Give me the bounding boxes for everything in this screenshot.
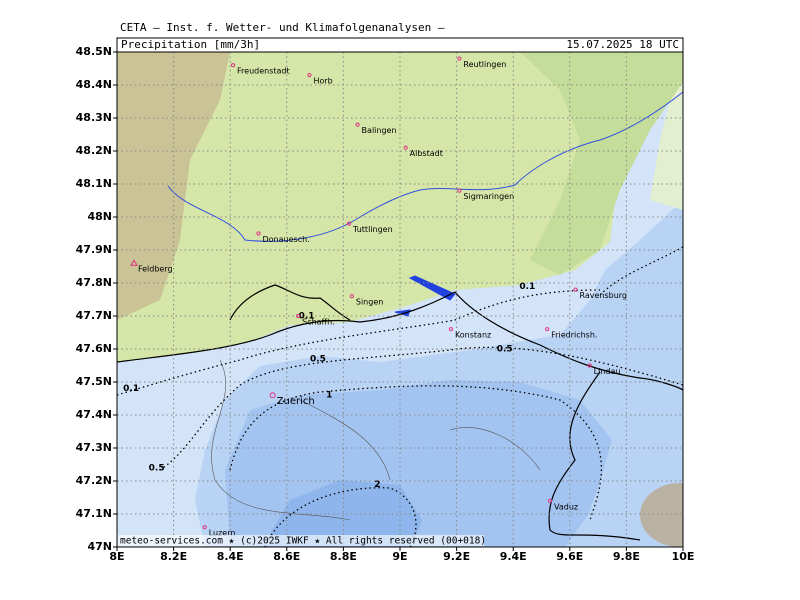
city-label: Lindau [594,367,621,376]
border [117,291,683,391]
city-label: Sigmaringen [463,192,514,201]
contour-line [117,246,683,547]
city-label: Singen [356,298,383,307]
city-marker [269,392,276,399]
x-tick-label: 8.6E [273,550,300,563]
footer-bg [118,535,484,546]
y-tick-label: 47.1N [76,507,112,520]
contour-label: 2 [374,480,380,490]
map-area [117,52,683,547]
y-tick-label: 48.5N [76,45,112,58]
city-marker [307,73,312,78]
footer: meteo-services.com ★ (c)2025 IWKF ★ All … [120,536,486,547]
city-marker [457,56,462,61]
city-marker [403,145,408,150]
city-label: Feldberg [138,265,173,274]
city-marker [355,122,360,127]
y-tick-label: 48.3N [76,111,112,124]
city-label: Horb [313,77,332,86]
city-marker [587,363,592,368]
contour-label: 0.5 [149,463,165,473]
city-marker [545,327,550,332]
contour-label: 0.5 [310,354,326,364]
city-label: Schaffh. [302,318,335,327]
y-tick-label: 47.4N [76,408,112,421]
y-tick-label: 47.6N [76,342,112,355]
x-tick-label: 9E [392,550,407,563]
contour-label: 0.1 [519,282,535,292]
city-marker [573,287,578,292]
city-label: Balingen [362,126,397,135]
y-tick-label: 47.2N [76,474,112,487]
city-marker [230,63,236,68]
city-label: Donauesch. [263,235,310,244]
city-marker [256,231,261,236]
x-tick-label: 8.4E [217,550,244,563]
x-tick-label: 9.2E [443,550,470,563]
y-tick-label: 47.8N [76,276,112,289]
x-tick-label: 9.8E [613,550,640,563]
x-tick-label: 9.6E [556,550,583,563]
map-title: Precipitation [mm/3h] [121,38,260,51]
x-tick-label: 8E [109,550,124,563]
contour-label: 0.5 [497,345,513,355]
terrain [117,52,230,320]
city-marker [457,188,462,193]
city-marker [346,221,352,226]
city-marker [296,313,301,319]
x-tick-label: 8.2E [160,550,187,563]
city-marker [202,525,207,530]
y-tick-label: 47.9N [76,243,112,256]
x-tick-label: 8.8E [330,550,357,563]
city-label: Zuerich [277,396,315,407]
y-tick-label: 47N [87,540,112,553]
y-tick-label: 48.2N [76,144,112,157]
city-label: Vaduz [554,502,578,511]
city-label: Konstanz [455,331,491,340]
city-label: Freudenstadt [237,67,290,76]
river [167,91,683,242]
y-tick-label: 48.1N [76,177,112,190]
y-tick-label: 47.7N [76,309,112,322]
land-dry [520,52,683,275]
header: CETA – Inst. f. Wetter- und Klimafolgena… [120,21,445,34]
x-tick-label: 10E [672,550,695,563]
x-tick-label: 9.4E [500,550,527,563]
city-label: Albstadt [410,149,443,158]
city-label: Reutlingen [463,60,506,69]
terrain [640,483,683,547]
city-label: Friedrichsh. [551,331,597,340]
contour-label: 0.1 [123,384,139,394]
city-marker [547,498,553,503]
y-tick-label: 47.3N [76,441,112,454]
y-tick-label: 48.4N [76,78,112,91]
city-marker [448,327,454,332]
map-frame [116,51,684,548]
overlay: 8E 8.2E 8.4E 8.6E 8.8E 9E 9.2E 9.4E 9.6E 9.8E 10E 4… [76,45,695,563]
city-marker [130,259,138,266]
precip-level [650,70,683,210]
map-date: 15.07.2025 18 UTC [566,38,679,51]
city-marker [349,294,354,299]
y-tick-label: 48N [87,210,112,223]
city-label: Tuttlingen [352,225,393,234]
border [229,284,641,541]
land-dry [117,52,683,362]
contour-label: 0.1 [299,312,315,322]
city-label: Luzern [209,529,236,538]
contour-label: 1 [326,391,332,401]
y-tick-label: 47.5N [76,375,112,388]
city-label: Ravensburg [579,291,627,300]
